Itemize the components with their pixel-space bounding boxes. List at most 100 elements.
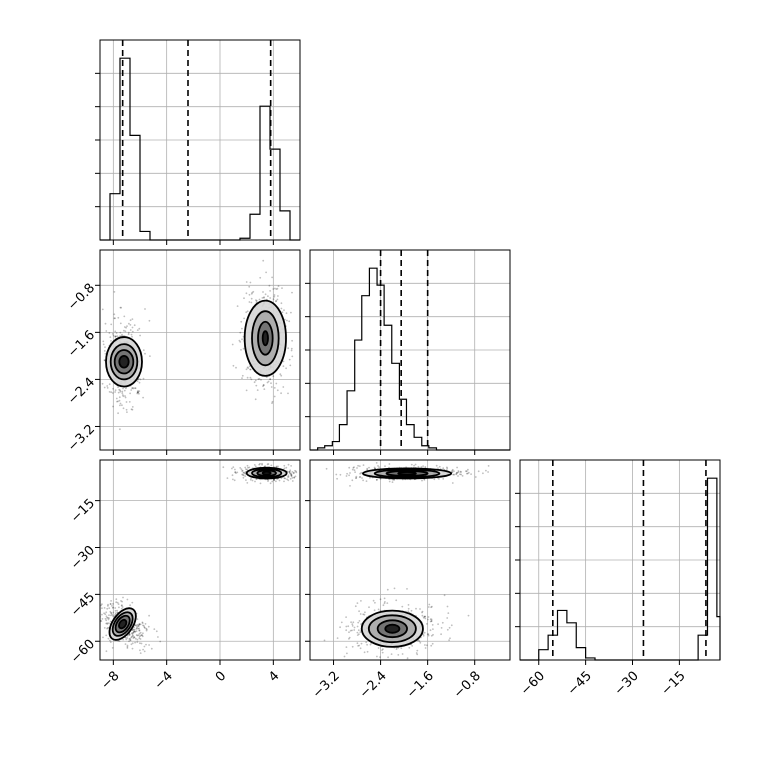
scatter-point (345, 616, 347, 618)
scatter-point (283, 480, 285, 483)
scatter-point (364, 611, 366, 614)
scatter-point (116, 611, 119, 614)
scatter-point (267, 380, 270, 383)
scatter-point (285, 312, 288, 315)
scatter-point (291, 355, 294, 358)
scatter-point (117, 603, 120, 605)
scatter-point (470, 473, 472, 475)
scatter-point (375, 462, 378, 464)
scatter-point (381, 651, 384, 654)
scatter-point (138, 627, 141, 630)
scatter-point (235, 472, 237, 474)
scatter-point (120, 607, 123, 610)
scatter-point (112, 387, 114, 390)
scatter-point (139, 642, 141, 645)
scatter-point (102, 340, 105, 343)
scatter-point (452, 473, 455, 476)
scatter-point (122, 407, 125, 410)
scatter-point (127, 331, 130, 334)
scatter-point (377, 465, 379, 467)
scatter-point (134, 631, 137, 633)
scatter-point (110, 340, 112, 342)
scatter-point (358, 644, 361, 647)
scatter-point (135, 634, 138, 636)
scatter-point (118, 606, 120, 609)
scatter-point (293, 471, 295, 474)
scatter-point (110, 612, 112, 614)
scatter-point (374, 601, 376, 604)
scatter-point (387, 656, 389, 659)
scatter-point (379, 656, 381, 658)
scatter-point (121, 392, 124, 394)
scatter-point (131, 601, 134, 604)
scatter-point (125, 401, 128, 403)
scatter-point (122, 638, 124, 641)
scatter-point (126, 644, 129, 647)
scatter-point (390, 653, 393, 655)
scatter-point (263, 297, 265, 299)
scatter-point (124, 330, 127, 333)
scatter-point (132, 631, 135, 634)
scatter-point (253, 381, 256, 384)
scatter-point (345, 625, 348, 628)
scatter-point (285, 466, 288, 469)
scatter-point (406, 588, 408, 590)
scatter-point (119, 404, 121, 407)
scatter-point (126, 637, 129, 639)
scatter-point (114, 391, 116, 393)
scatter-point (130, 333, 133, 336)
scatter-point (422, 633, 425, 636)
scatter-point (383, 597, 386, 600)
scatter-point (289, 364, 292, 367)
scatter-point (138, 632, 141, 635)
scatter-point (400, 647, 403, 650)
panel-frame (519, 459, 721, 661)
scatter-point (96, 366, 98, 368)
scatter-point (141, 622, 144, 624)
scatter-point (142, 377, 145, 380)
scatter-point (346, 472, 348, 475)
scatter-point (136, 391, 139, 394)
scatter-point (351, 625, 354, 627)
scatter-point (243, 297, 245, 300)
scatter-point (288, 472, 291, 475)
scatter-point (123, 389, 126, 392)
panel-frame (309, 249, 511, 451)
x-tick-label: −60 (518, 669, 548, 699)
scatter-point (131, 634, 134, 636)
scatter-point (325, 467, 328, 470)
scatter-point (451, 482, 454, 484)
scatter-point (421, 614, 424, 617)
scatter-point (242, 474, 244, 476)
scatter-point (426, 644, 428, 647)
scatter-point (356, 602, 359, 604)
scatter-point (116, 601, 119, 604)
scatter-point (440, 633, 442, 636)
scatter-point (272, 298, 275, 301)
density-layer (310, 462, 490, 660)
scatter-point (461, 475, 464, 477)
scatter-point (446, 628, 449, 631)
scatter-point (426, 623, 428, 625)
scatter-point (131, 629, 134, 631)
scatter-point (108, 607, 111, 609)
scatter-point (111, 333, 114, 335)
x-tick-label: −2.4 (357, 669, 390, 702)
scatter-point (235, 366, 237, 369)
y-tick-label: −3.2 (65, 422, 98, 455)
scatter-point (138, 623, 141, 626)
scatter-point (353, 469, 356, 472)
scatter-point (302, 468, 304, 470)
scatter-point (133, 324, 136, 327)
scatter-point (460, 471, 462, 473)
scatter-point (416, 649, 419, 652)
scatter-point (360, 642, 363, 645)
scatter-point (393, 478, 396, 481)
scatter-point (100, 604, 102, 607)
scatter-point (288, 470, 291, 473)
scatter-point (358, 620, 361, 622)
scatter-point (289, 472, 292, 475)
scatter-point (421, 610, 424, 613)
scatter-point (250, 378, 253, 381)
density-fill (262, 331, 269, 346)
